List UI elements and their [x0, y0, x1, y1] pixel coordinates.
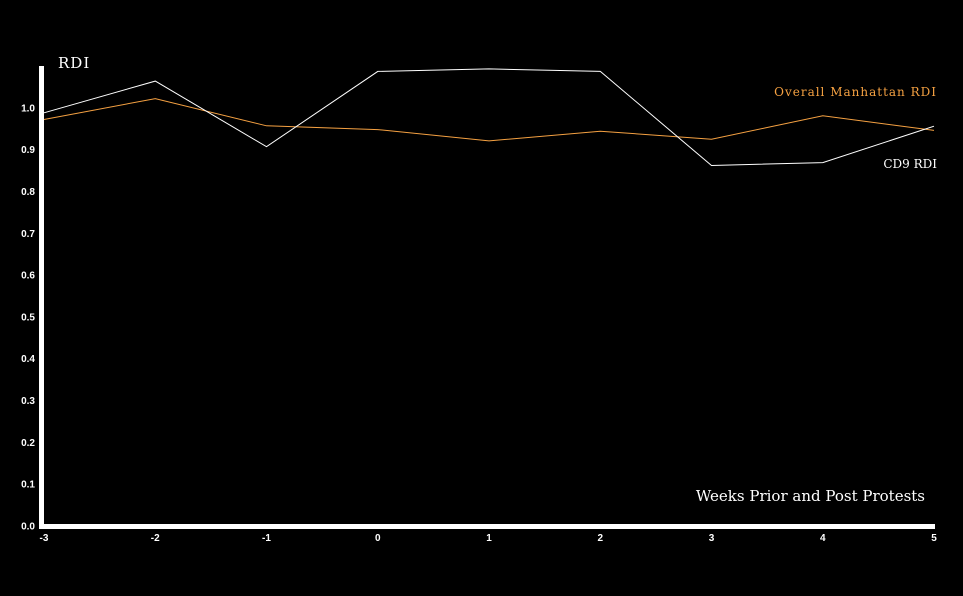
- y-tick-label: 0.7: [21, 229, 35, 240]
- y-tick-label: 0.9: [21, 145, 35, 156]
- y-tick-label: 0.0: [21, 522, 35, 533]
- series-line-overall-manhattan-rdi: [43, 98, 935, 142]
- y-tick-label: 0.6: [21, 271, 35, 282]
- x-tick-label: 1: [486, 533, 492, 544]
- y-axis-line: [39, 66, 44, 529]
- x-tick-label: 3: [709, 533, 715, 544]
- series-label-overall-manhattan: Overall Manhattan RDI: [774, 85, 937, 99]
- x-axis-ticks: -3 -2 -1 0 1 2 3 4 5: [40, 533, 938, 544]
- series-label-cd9: CD9 RDI: [883, 157, 937, 171]
- y-tick-label: 0.5: [21, 312, 35, 323]
- x-tick-label: -1: [262, 533, 271, 544]
- x-tick-label: 5: [931, 533, 937, 544]
- y-axis-title: RDI: [58, 54, 90, 72]
- x-tick-label: -3: [40, 533, 49, 544]
- series-lines: [43, 68, 935, 167]
- x-tick-label: -2: [151, 533, 160, 544]
- series-line-cd9-rdi: [43, 68, 935, 167]
- y-tick-label: 0.4: [21, 354, 35, 365]
- x-tick-label: 4: [820, 533, 826, 544]
- x-axis-line: [39, 524, 935, 529]
- y-tick-label: 0.3: [21, 396, 35, 407]
- x-tick-label: 0: [375, 533, 381, 544]
- y-tick-label: 0.2: [21, 438, 35, 449]
- x-tick-label: 2: [597, 533, 603, 544]
- y-tick-label: 1.0: [21, 103, 35, 114]
- x-axis-title: Weeks Prior and Post Protests: [696, 487, 925, 505]
- y-tick-label: 0.8: [21, 187, 35, 198]
- y-tick-label: 0.1: [21, 480, 35, 491]
- y-axis-ticks: 0.0 0.1 0.2 0.3 0.4 0.5 0.6 0.7 0.8 0.9 1.0: [21, 103, 35, 532]
